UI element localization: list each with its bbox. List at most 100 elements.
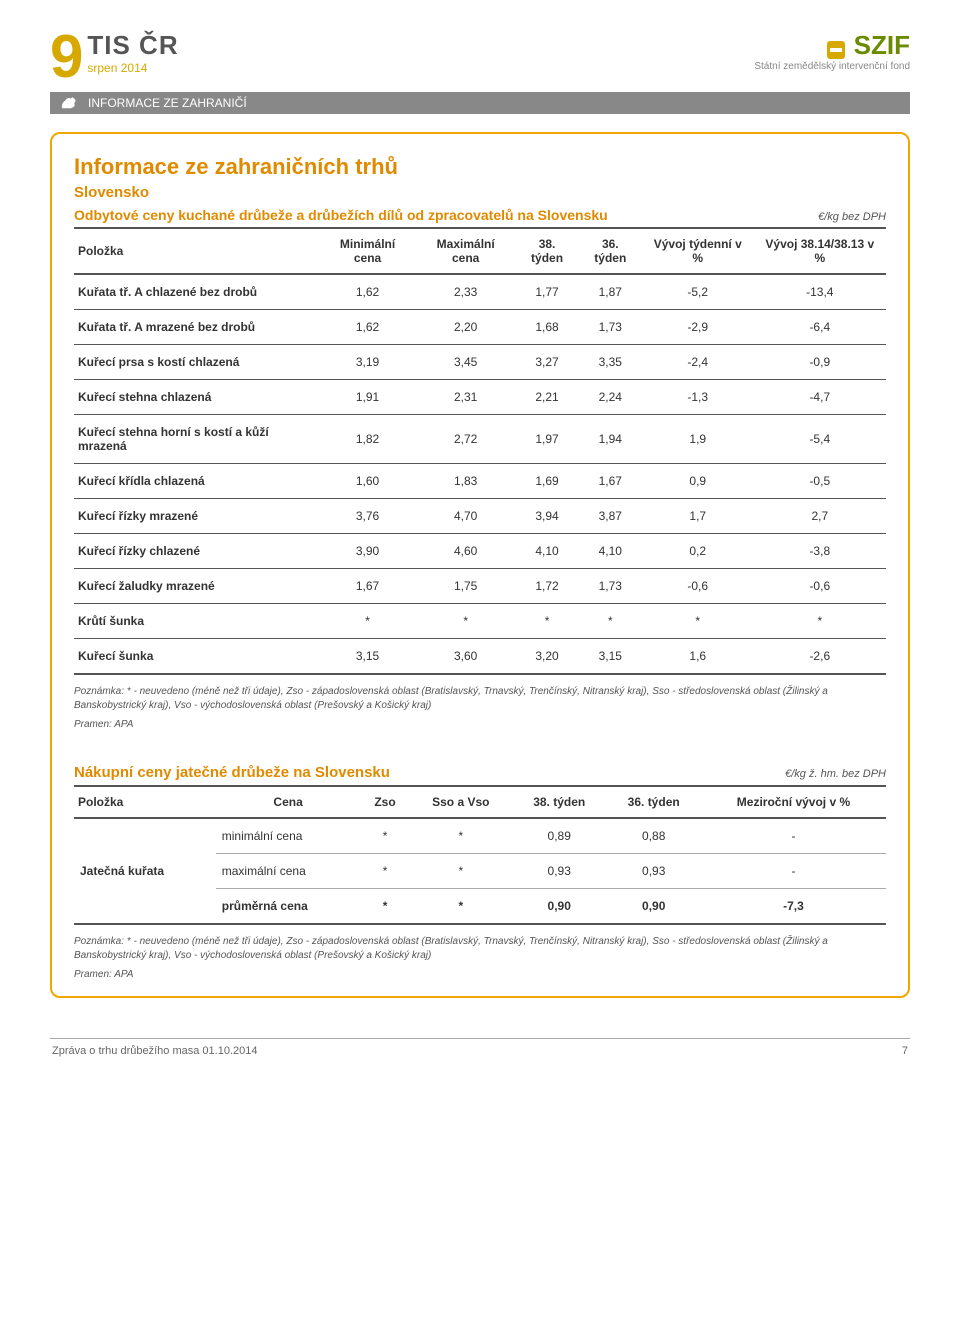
table2-cell: průměrná cena — [216, 889, 361, 925]
table1-cell: -5,2 — [642, 274, 754, 310]
table1-cell: Kuřecí stehna chlazená — [74, 380, 319, 415]
table1-cell: -6,4 — [754, 310, 886, 345]
table2-cell: - — [701, 854, 886, 889]
table1-cell: 1,75 — [416, 569, 516, 604]
table1-cell: 1,87 — [579, 274, 642, 310]
footer-left: Zpráva o trhu drůbežího masa 01.10.2014 — [52, 1045, 257, 1057]
table2-cell: 0,93 — [512, 854, 606, 889]
table1-cell: 3,15 — [319, 639, 416, 675]
table1-cell: Kuřecí řízky mrazené — [74, 499, 319, 534]
table2-cell: - — [701, 818, 886, 854]
table1-cell: * — [754, 604, 886, 639]
table1-cell: Kuřecí křídla chlazená — [74, 464, 319, 499]
table2-cell: minimální cena — [216, 818, 361, 854]
content-box: Informace ze zahraničních trhů Slovensko… — [50, 132, 910, 998]
table1-cell: 2,24 — [579, 380, 642, 415]
table1-cell: 3,19 — [319, 345, 416, 380]
table1-cell: -0,6 — [642, 569, 754, 604]
table2-cell: 0,89 — [512, 818, 606, 854]
table1-cell: -2,4 — [642, 345, 754, 380]
table1-cell: 1,67 — [319, 569, 416, 604]
table1-cell: * — [416, 604, 516, 639]
table1-cell: 1,62 — [319, 310, 416, 345]
table1-cell: Kuřata tř. A mrazené bez drobů — [74, 310, 319, 345]
table1-cell: Kuřecí žaludky mrazené — [74, 569, 319, 604]
logo-left: 9 TIS ČR srpen 2014 — [50, 30, 179, 84]
table1-unit: €/kg bez DPH — [818, 211, 886, 223]
szif-icon — [827, 41, 845, 59]
table1-cell: 2,31 — [416, 380, 516, 415]
table1-cell: 3,94 — [515, 499, 578, 534]
table2-cell: * — [360, 854, 409, 889]
table1-cell: 3,27 — [515, 345, 578, 380]
sub-title: Slovensko — [74, 184, 886, 201]
table1-cell: 4,10 — [515, 534, 578, 569]
table1-cell: 3,15 — [579, 639, 642, 675]
table1-cell: 3,90 — [319, 534, 416, 569]
table2-cell: * — [410, 818, 512, 854]
page-header: 9 TIS ČR srpen 2014 SZIF Státní zeměděls… — [50, 30, 910, 84]
chicken-icon — [60, 96, 78, 110]
table1-col-header: Položka — [74, 228, 319, 274]
table1-cell: 1,6 — [642, 639, 754, 675]
table1-cell: -3,8 — [754, 534, 886, 569]
table2-title: Nákupní ceny jatečné drůbeže na Slovensk… — [74, 764, 390, 781]
table2-col-header: 36. týden — [606, 786, 700, 818]
table1-cell: -2,6 — [754, 639, 886, 675]
table1-note: Poznámka: * - neuvedeno (méně než tři úd… — [74, 685, 886, 713]
table2-unit: €/kg ž. hm. bez DPH — [785, 768, 886, 780]
table1-cell: Kuřecí řízky chlazené — [74, 534, 319, 569]
page-footer: Zpráva o trhu drůbežího masa 01.10.2014 … — [50, 1039, 910, 1057]
table1-cell: 3,20 — [515, 639, 578, 675]
table1-cell: 1,9 — [642, 415, 754, 464]
table1-cell: 3,45 — [416, 345, 516, 380]
szif-subtitle: Státní zemědělský intervenční fond — [754, 61, 910, 72]
table1-cell: 1,97 — [515, 415, 578, 464]
table2-col-header: Meziroční vývoj v % — [701, 786, 886, 818]
footer-page-number: 7 — [902, 1045, 908, 1057]
table2-cell: 0,93 — [606, 854, 700, 889]
table2-cell: 0,88 — [606, 818, 700, 854]
table2-col-header: Cena — [216, 786, 361, 818]
table1-col-header: 36. týden — [579, 228, 642, 274]
table2-source: Pramen: APA — [74, 969, 886, 980]
table1-cell: -1,3 — [642, 380, 754, 415]
table1-cell: 1,62 — [319, 274, 416, 310]
table1-cell: -2,9 — [642, 310, 754, 345]
table2-cell: * — [410, 854, 512, 889]
table2-col-header: Sso a Vso — [410, 786, 512, 818]
table1-cell: 3,60 — [416, 639, 516, 675]
issue-number: 9 — [50, 30, 83, 84]
table1-col-header: Minimální cena — [319, 228, 416, 274]
table1: PoložkaMinimální cenaMaximální cena38. t… — [74, 227, 886, 675]
szif-title: SZIF — [854, 30, 910, 60]
table1-cell: * — [642, 604, 754, 639]
table2-note: Poznámka: * - neuvedeno (méně než tři úd… — [74, 935, 886, 963]
table1-cell: 3,87 — [579, 499, 642, 534]
table1-cell: 4,10 — [579, 534, 642, 569]
table1-cell: -5,4 — [754, 415, 886, 464]
table2-col-header: Položka — [74, 786, 216, 818]
table2-group-label: Jatečná kuřata — [74, 818, 216, 924]
table1-cell: 0,9 — [642, 464, 754, 499]
table1-cell: Krůtí šunka — [74, 604, 319, 639]
table2-col-header: 38. týden — [512, 786, 606, 818]
tis-date: srpen 2014 — [87, 61, 178, 75]
table1-cell: * — [319, 604, 416, 639]
table1-cell: 2,33 — [416, 274, 516, 310]
table1-cell: 2,7 — [754, 499, 886, 534]
table1-cell: * — [579, 604, 642, 639]
table1-cell: 1,73 — [579, 310, 642, 345]
table1-cell: 1,72 — [515, 569, 578, 604]
table1-cell: 4,60 — [416, 534, 516, 569]
table2-cell: * — [410, 889, 512, 925]
table1-cell: -4,7 — [754, 380, 886, 415]
logo-right: SZIF Státní zemědělský intervenční fond — [754, 30, 910, 72]
table1-cell: 2,72 — [416, 415, 516, 464]
table2-cell: maximální cena — [216, 854, 361, 889]
table1-source: Pramen: APA — [74, 719, 886, 730]
table1-cell: -0,9 — [754, 345, 886, 380]
table1-cell: 1,83 — [416, 464, 516, 499]
section-bar-label: INFORMACE ZE ZAHRANIČÍ — [88, 96, 247, 110]
table1-cell: 1,82 — [319, 415, 416, 464]
